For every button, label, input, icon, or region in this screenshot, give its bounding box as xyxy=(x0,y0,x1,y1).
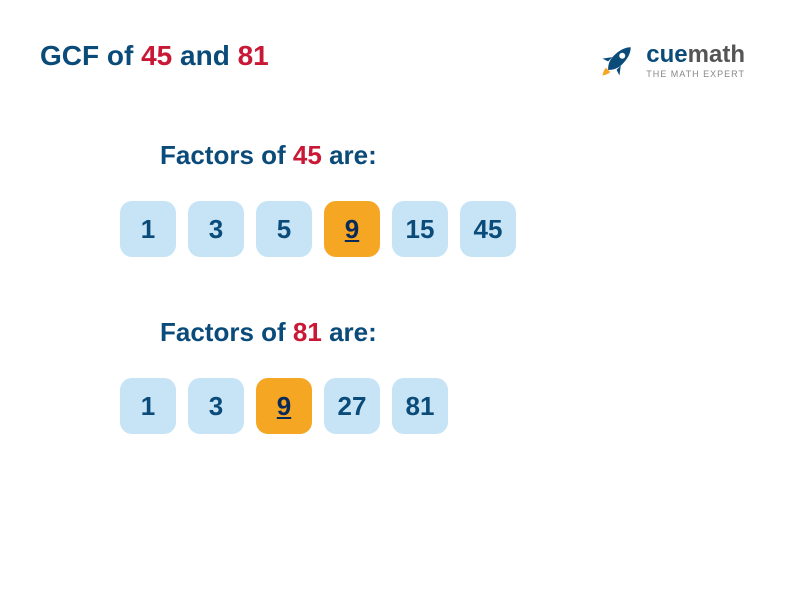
factors-row-45: 13591545 xyxy=(120,201,745,257)
title-num2: 81 xyxy=(238,40,269,71)
title-and: and xyxy=(172,40,237,71)
brand-tagline: THE MATH EXPERT xyxy=(646,69,745,79)
brand-cue: cue xyxy=(646,41,687,68)
section2-suffix: are: xyxy=(322,317,377,347)
rocket-icon xyxy=(598,40,638,80)
factor-box: 27 xyxy=(324,378,380,434)
factor-box: 45 xyxy=(460,201,516,257)
factor-box: 1 xyxy=(120,201,176,257)
factor-box: 1 xyxy=(120,378,176,434)
factor-box-gcf: 9 xyxy=(324,201,380,257)
section-factors-81: Factors of 81 are: 1392781 xyxy=(40,317,745,434)
section1-prefix: Factors of xyxy=(160,140,293,170)
factors-row-81: 1392781 xyxy=(120,378,745,434)
brand-math: math xyxy=(688,41,745,68)
section2-number: 81 xyxy=(293,317,322,347)
section2-title: Factors of 81 are: xyxy=(160,317,745,348)
factor-box: 15 xyxy=(392,201,448,257)
factor-box: 3 xyxy=(188,378,244,434)
factor-box-gcf: 9 xyxy=(256,378,312,434)
page-title: GCF of 45 and 81 xyxy=(40,40,269,72)
section-factors-45: Factors of 45 are: 13591545 xyxy=(40,140,745,257)
title-prefix: GCF of xyxy=(40,40,141,71)
factor-box: 3 xyxy=(188,201,244,257)
section1-suffix: are: xyxy=(322,140,377,170)
header: GCF of 45 and 81 cuemath THE MATH EXPERT xyxy=(40,40,745,80)
brand-name: cuemath xyxy=(646,41,745,69)
section1-title: Factors of 45 are: xyxy=(160,140,745,171)
logo-text: cuemath THE MATH EXPERT xyxy=(646,41,745,79)
factor-box: 5 xyxy=(256,201,312,257)
title-num1: 45 xyxy=(141,40,172,71)
brand-logo: cuemath THE MATH EXPERT xyxy=(598,40,745,80)
factor-box: 81 xyxy=(392,378,448,434)
section2-prefix: Factors of xyxy=(160,317,293,347)
section1-number: 45 xyxy=(293,140,322,170)
